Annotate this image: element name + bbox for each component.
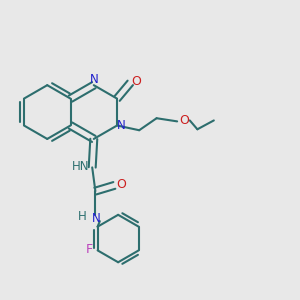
Text: O: O (179, 114, 189, 127)
Text: HN: HN (71, 160, 89, 173)
Text: H: H (78, 210, 87, 223)
Text: N: N (92, 212, 100, 225)
Text: N: N (89, 73, 98, 86)
Text: O: O (132, 75, 142, 88)
Text: N: N (116, 119, 125, 132)
Text: F: F (86, 243, 93, 256)
Text: O: O (116, 178, 126, 190)
